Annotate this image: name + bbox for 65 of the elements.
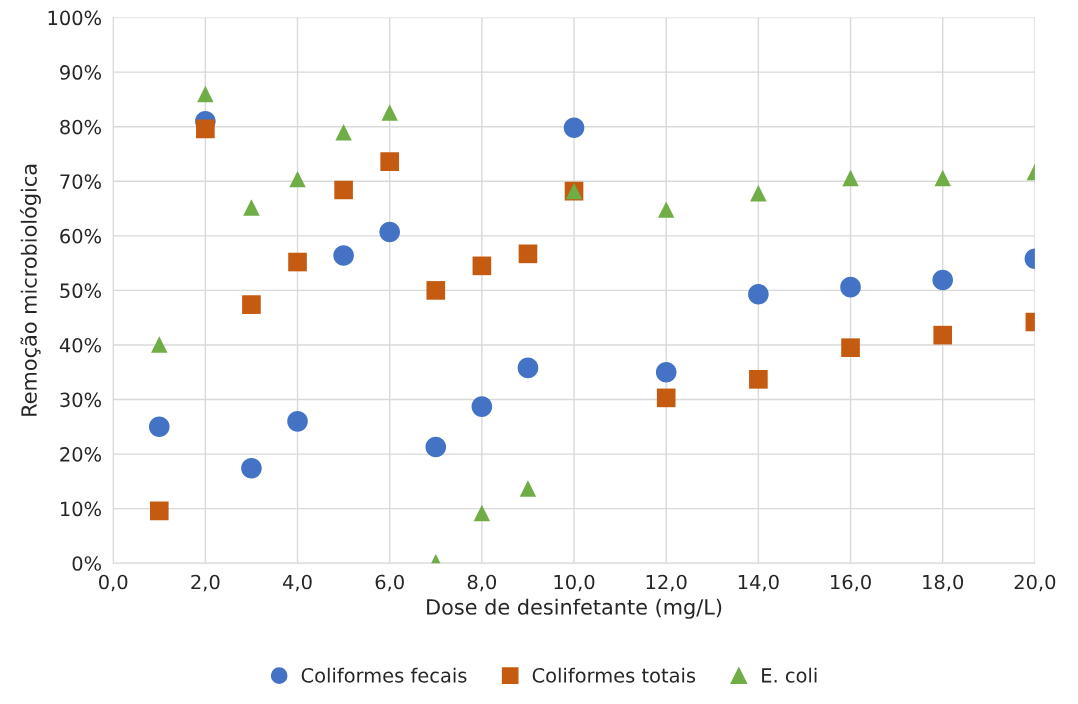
point [381,104,398,121]
point [519,480,537,497]
point [933,325,953,345]
x-tick-label: 2,0 [191,574,220,592]
point [425,436,447,458]
y-tick-label: 40% [59,337,102,353]
point [242,295,261,314]
point [148,416,170,438]
x-tick-label: 8,0 [467,574,497,592]
point [426,281,446,300]
point [149,501,169,521]
y-tick-label: 60% [60,228,102,244]
point [196,119,215,139]
y-tick-label: 70% [60,174,102,189]
x-tick-label: 12,0 [646,574,687,592]
point [934,169,951,187]
point [471,396,493,417]
y-tick-label: 80% [60,119,102,135]
y-axis-title: Remoção microbiológica [19,164,41,416]
y-tick-label: 90% [60,65,102,80]
x-tick-label: 6,0 [375,574,404,592]
point [657,201,675,218]
point [334,180,353,200]
legend-label: E. coli [762,667,817,683]
y-tick-label: 50% [60,283,102,299]
y-tick-label: 10% [61,501,102,517]
point [197,85,214,103]
point [289,170,306,188]
x-tick-label: 0,0 [99,574,128,592]
point [473,504,491,522]
y-tick-label: 0% [72,556,102,571]
x-tick-label: 20,0 [1014,574,1056,592]
x-tick-label: 10,0 [554,574,595,592]
x-tick-label: 14,0 [738,574,779,592]
point [288,252,307,272]
point [151,336,168,353]
point [243,199,260,216]
point [750,185,767,202]
point [287,411,308,432]
legend-label: Coliformes fecais [301,667,467,683]
point [655,361,677,383]
point [563,117,585,139]
point [379,221,400,243]
legend-label: Coliformes totais [532,667,696,683]
point [517,357,539,379]
x-axis-title: Dose de desinfetante (mg/L) [427,598,722,619]
point [241,457,262,479]
point [932,269,954,291]
y-tick-label: 100% [48,10,102,26]
x-tick-label: 18,0 [923,574,964,592]
x-tick-label: 16,0 [831,574,871,592]
y-tick-label: 20% [60,447,102,462]
point [518,244,538,264]
y-tick-label: 30% [60,392,102,408]
point [748,283,769,305]
point [333,245,354,266]
point [472,256,492,276]
point [842,169,859,187]
x-tick-label: 4,0 [283,574,312,592]
point [841,338,860,357]
point [749,370,768,389]
point [335,123,352,141]
point [840,276,861,298]
point [380,152,400,171]
point [656,388,676,408]
